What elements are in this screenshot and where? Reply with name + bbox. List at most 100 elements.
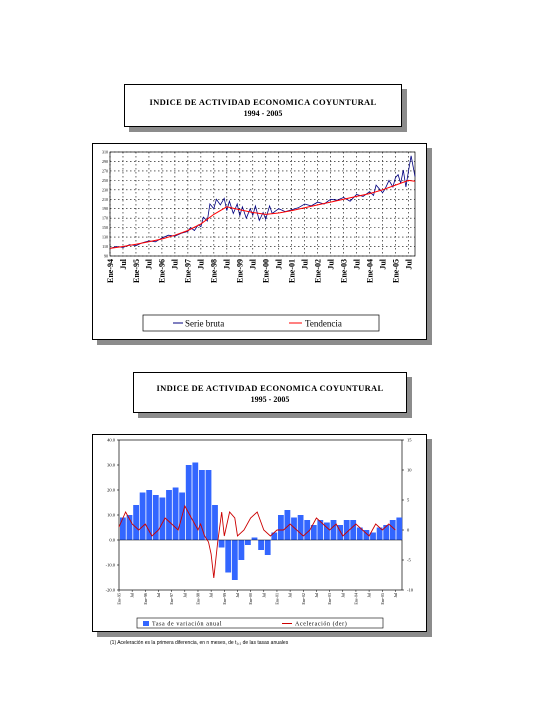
chart2-x-tick-label: Ene-03 <box>327 593 332 605</box>
chart2-bar <box>192 462 199 540</box>
chart2-box: 40.0 30.0 20.0 10.0 0.0 -10.0 -20.0 15 10 5 0 -5 -10… <box>92 434 427 632</box>
chart1-legend-label-tendencia: Tendencia <box>305 319 342 329</box>
chart2-bar <box>185 465 192 540</box>
chart2-bar <box>251 537 258 540</box>
chart2-bar <box>139 492 146 540</box>
chart1-y-tick-label: 170 <box>102 216 108 221</box>
chart2-bar <box>383 525 390 540</box>
chart2-x-tick-label: Jul <box>182 592 187 598</box>
chart2-x-tick-label: Ene-00 <box>248 593 253 605</box>
chart2-bar <box>205 470 212 540</box>
chart2-bar <box>297 515 304 540</box>
chart1-x-tick-label: Ene-96 <box>158 259 167 283</box>
chart2-y-tick-label: 10.0 <box>107 513 116 518</box>
chart2-x-tick-label: Jul <box>367 592 372 598</box>
chart2-bar <box>199 470 205 540</box>
chart2-bar <box>238 540 245 560</box>
chart1-y-tick-label: 270 <box>102 168 108 173</box>
chart1-x-tick-label: Jul <box>404 258 413 269</box>
chart1-x-tick-label: Jul <box>275 258 284 269</box>
chart2-x-tick-label: Ene-96 <box>143 593 148 605</box>
chart2-x-tick-label: Ene-02 <box>301 593 306 605</box>
chart2-x-tick-label: Jul <box>288 592 293 598</box>
chart2-bar <box>166 490 172 540</box>
chart2-y2-tick-label: 15 <box>407 438 412 443</box>
chart2-bar <box>133 505 139 540</box>
chart1-x-tick-label: Ene-04 <box>365 259 374 283</box>
chart2-bar <box>304 520 311 540</box>
chart2-bar <box>350 520 357 540</box>
chart1-y-tick-label: 90 <box>104 254 108 259</box>
chart1-y-tick-label: 210 <box>102 197 108 202</box>
chart2-subtitle: 1995 - 2005 <box>250 395 290 404</box>
chart1-legend-frame <box>142 314 380 332</box>
chart1-x-tick-label: Ene-02 <box>313 259 322 283</box>
chart1-x-tick-label: Ene-00 <box>262 259 271 283</box>
chart2-bar <box>146 490 153 540</box>
chart2-y2-tick-label: -5 <box>407 558 411 563</box>
chart1-x-tick-label: Jul <box>145 258 154 269</box>
chart1-x-tick-label: Ene-03 <box>339 259 348 283</box>
chart2-bar <box>356 527 363 540</box>
footnote: (1) Aceleración es la primera diferencia… <box>110 640 289 646</box>
chart2-bar <box>284 510 291 540</box>
chart1-box: 90 110 130 150 170 190 210 230 250 270 290 310 Ene-9… <box>92 143 427 340</box>
chart2-legend-label-tasa: Tasa de variación anual <box>152 622 222 628</box>
chart2-bar <box>120 517 126 540</box>
chart1-y-tick-label: 190 <box>102 206 108 211</box>
chart1-series-line-serie-bruta <box>109 155 416 249</box>
chart2-bar <box>330 520 337 540</box>
chart2-x-tick-label: Ene-98 <box>195 593 200 605</box>
chart2-x-tick-label: Ene-01 <box>274 593 279 605</box>
chart1-title: INDICE DE ACTIVIDAD ECONOMICA COYUNTURAL <box>149 97 377 107</box>
chart2-series-line-aceleracion <box>118 504 396 579</box>
chart2-y-tick-label: 0.0 <box>109 538 115 543</box>
chart2-bar <box>264 540 271 555</box>
chart1-x-tick-label: Ene-99 <box>236 259 245 283</box>
chart2-y2-tick-label: -10 <box>407 588 414 593</box>
chart1-plot: 90 110 130 150 170 190 210 230 250 270 290 310 Ene-9… <box>102 150 416 332</box>
chart2-y2-tick-label: 0 <box>407 528 410 533</box>
chart1-legend: Serie bruta Tendencia <box>142 314 380 332</box>
chart1-y-tick-label: 290 <box>102 159 108 164</box>
chart2-bar <box>126 515 133 540</box>
chart2-title-box: INDICE DE ACTIVIDAD ECONOMICA COYUNTURAL… <box>133 372 407 413</box>
chart1-x-tick-label: Ene-94 <box>106 259 115 283</box>
chart1-x-tick-label: Ene-98 <box>210 259 219 283</box>
chart2-bar <box>343 520 350 540</box>
chart1-series-line-tendencia <box>109 179 416 249</box>
chart2-bar <box>376 527 383 540</box>
chart1-x-tick-label: Jul <box>352 258 361 269</box>
chart2-x-tick-label: Jul <box>314 592 319 598</box>
chart1-y-tick-label: 310 <box>102 150 108 155</box>
chart2-legend: Tasa de variación anual Aceleración (der) <box>136 617 384 629</box>
chart2-bar <box>324 522 330 540</box>
chart1-plot-frame <box>109 151 416 257</box>
chart1-x-tick-label: Jul <box>197 258 206 269</box>
chart2-x-tick-label: Ene-95 <box>117 593 122 605</box>
chart2-bar <box>370 532 376 540</box>
chart1-y-tick-label: 250 <box>102 178 108 183</box>
chart2-x-tick-label: Ene-97 <box>169 593 174 605</box>
chart2-bar <box>258 540 264 550</box>
chart2-y-tick-label: -20.0 <box>106 588 116 593</box>
chart2-y-tick-label: -10.0 <box>106 563 116 568</box>
chart2-title: INDICE DE ACTIVIDAD ECONOMICA COYUNTURAL <box>156 383 384 393</box>
chart2-bar <box>231 540 238 580</box>
chart2-bar <box>218 540 225 548</box>
chart2-bar <box>363 530 370 540</box>
chart2-legend-label-aceleracion: Aceleración (der) <box>295 621 347 628</box>
chart2-x-tick-label: Ene-05 <box>380 593 385 605</box>
chart2-x-tick-label: Jul <box>235 592 240 598</box>
chart1-x-tick-label: Ene-97 <box>184 259 193 283</box>
chart1-x-tick-label: Ene-01 <box>288 259 297 283</box>
chart1-y-tick-label: 150 <box>102 225 108 230</box>
chart2-bar <box>396 517 403 540</box>
chart2-bar <box>172 487 179 540</box>
chart2-bar <box>212 505 218 540</box>
chart2-y-tick-label: 20.0 <box>107 488 116 493</box>
chart2-x-tick-label: Jul <box>130 592 135 598</box>
chart2-bar <box>389 520 396 540</box>
chart2-x-tick-label: Ene-04 <box>353 593 358 605</box>
chart1-legend-label-serie-bruta: Serie bruta <box>185 319 224 329</box>
